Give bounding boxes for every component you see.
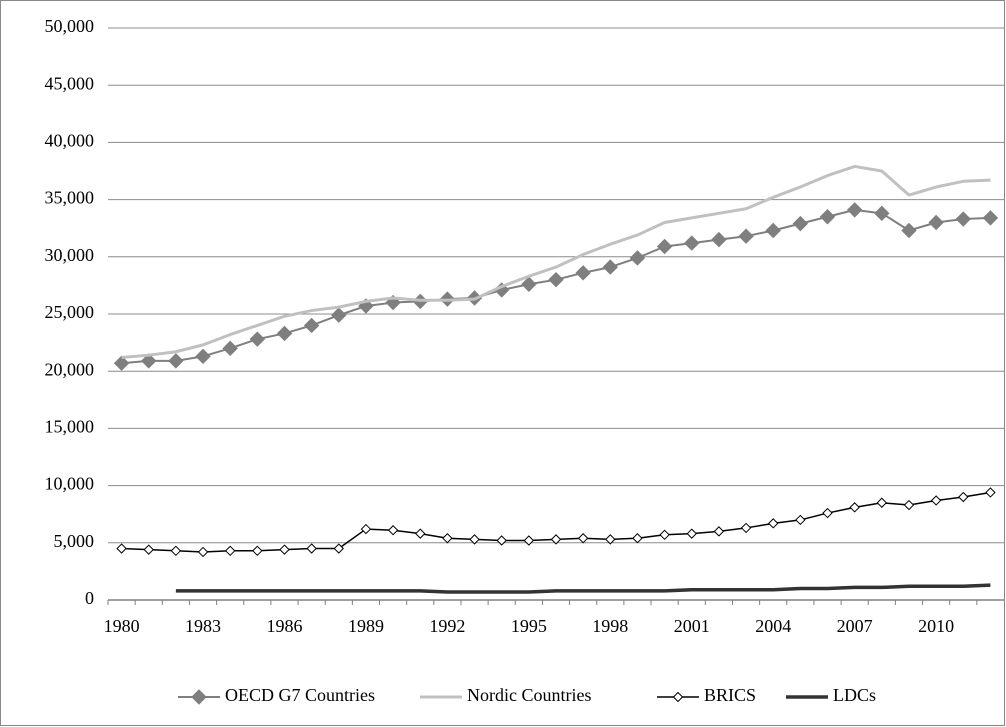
data-point bbox=[333, 543, 344, 554]
data-point bbox=[903, 499, 915, 511]
data-point bbox=[276, 325, 293, 342]
x-tick-label: 1983 bbox=[185, 616, 221, 636]
data-point bbox=[415, 528, 426, 539]
x-tick-label: 2001 bbox=[674, 616, 710, 636]
data-point bbox=[197, 546, 209, 558]
x-tick-label: 1995 bbox=[511, 616, 547, 636]
data-point bbox=[846, 202, 863, 218]
data-point bbox=[738, 228, 754, 244]
data-point bbox=[822, 507, 833, 519]
data-point bbox=[686, 528, 697, 539]
data-point bbox=[602, 259, 619, 275]
data-point bbox=[874, 205, 890, 222]
data-point bbox=[659, 529, 670, 540]
data-point bbox=[279, 544, 290, 555]
x-tick-label: 1998 bbox=[592, 616, 628, 636]
data-point bbox=[249, 331, 266, 347]
y-tick-label: 0 bbox=[85, 588, 94, 608]
data-point bbox=[684, 235, 700, 251]
data-point bbox=[958, 491, 969, 503]
y-tick-label: 10,000 bbox=[45, 474, 95, 494]
data-point bbox=[768, 518, 779, 529]
series-line bbox=[121, 164, 991, 359]
data-point bbox=[792, 215, 809, 232]
data-point bbox=[113, 355, 130, 371]
x-tick-label: 2010 bbox=[918, 616, 954, 636]
legend-label: BRICS bbox=[704, 685, 756, 705]
data-point bbox=[928, 214, 944, 231]
legend-label: LDCs bbox=[833, 685, 876, 705]
data-point bbox=[303, 317, 320, 334]
y-tick-label: 45,000 bbox=[45, 73, 95, 93]
data-point bbox=[222, 340, 238, 357]
y-tick-label: 5,000 bbox=[54, 531, 95, 551]
data-point bbox=[632, 533, 643, 544]
data-point bbox=[168, 353, 184, 369]
data-point bbox=[740, 522, 752, 534]
data-point bbox=[982, 210, 999, 226]
data-point bbox=[170, 545, 182, 557]
data-point bbox=[575, 265, 591, 281]
y-tick-label: 15,000 bbox=[45, 417, 95, 437]
data-point bbox=[331, 307, 347, 323]
legend-marker bbox=[672, 691, 684, 703]
data-point bbox=[306, 543, 317, 554]
data-point bbox=[577, 533, 589, 544]
legend-label: Nordic Countries bbox=[467, 685, 591, 705]
data-point bbox=[985, 487, 996, 498]
data-point bbox=[656, 238, 673, 255]
y-tick-label: 30,000 bbox=[45, 245, 95, 265]
y-tick-label: 40,000 bbox=[45, 131, 95, 151]
y-tick-label: 35,000 bbox=[45, 188, 95, 208]
data-point bbox=[548, 271, 564, 288]
legend-label: OECD G7 Countries bbox=[225, 685, 375, 705]
data-point bbox=[955, 211, 971, 227]
data-point bbox=[387, 525, 399, 536]
data-point bbox=[496, 535, 507, 546]
data-point bbox=[876, 497, 888, 508]
data-point bbox=[523, 535, 535, 546]
data-point bbox=[605, 534, 616, 545]
data-point bbox=[629, 250, 646, 266]
y-tick-label: 20,000 bbox=[45, 359, 95, 379]
data-point bbox=[143, 544, 154, 555]
x-tick-label: 1989 bbox=[348, 616, 384, 636]
data-point bbox=[141, 353, 157, 369]
data-point bbox=[195, 348, 211, 365]
y-tick-label: 25,000 bbox=[45, 302, 95, 322]
data-point bbox=[765, 222, 781, 239]
series-line bbox=[175, 583, 991, 594]
data-point bbox=[469, 534, 480, 545]
data-point bbox=[521, 276, 537, 292]
data-point bbox=[819, 209, 836, 225]
x-tick-label: 1986 bbox=[266, 616, 302, 636]
data-point bbox=[224, 545, 236, 557]
data-point bbox=[795, 514, 806, 526]
x-tick-label: 2007 bbox=[837, 616, 873, 636]
data-point bbox=[901, 222, 917, 239]
data-point bbox=[713, 526, 725, 537]
x-tick-label: 1980 bbox=[104, 616, 140, 636]
data-point bbox=[550, 534, 562, 545]
y-tick-label: 50,000 bbox=[45, 16, 95, 36]
x-tick-label: 1992 bbox=[429, 616, 465, 636]
data-point bbox=[360, 523, 372, 535]
data-point bbox=[442, 533, 453, 544]
data-point bbox=[930, 495, 942, 506]
data-point bbox=[711, 231, 727, 248]
data-point bbox=[849, 502, 860, 513]
data-point bbox=[116, 543, 127, 554]
legend-marker bbox=[191, 689, 207, 705]
data-point bbox=[252, 545, 263, 557]
x-tick-label: 2004 bbox=[755, 616, 791, 636]
